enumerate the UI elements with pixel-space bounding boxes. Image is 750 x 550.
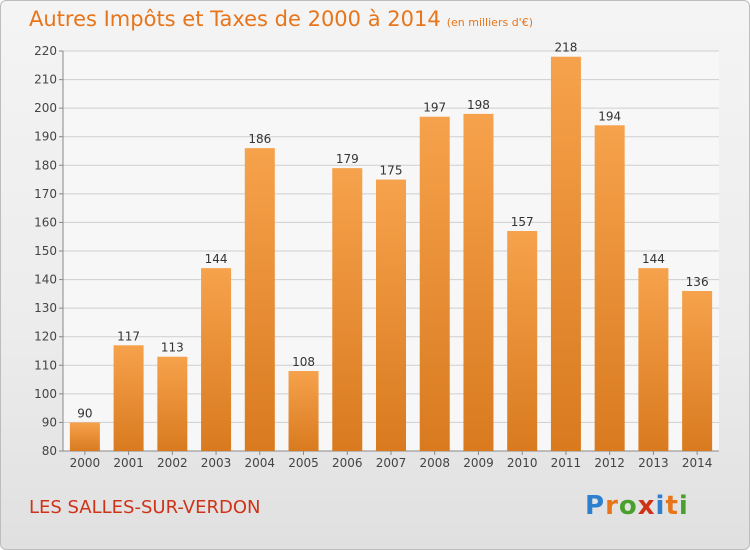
bar-value-label: 179 xyxy=(336,152,359,166)
proxiti-logo: Proxiti xyxy=(585,491,689,521)
chart-title-text: Autres Impôts et Taxes de 2000 à 2014 xyxy=(29,7,441,31)
bar xyxy=(550,56,581,451)
x-tick-label: 2007 xyxy=(376,456,407,470)
bar xyxy=(419,116,450,451)
y-tick-label: 110 xyxy=(34,358,57,372)
bar xyxy=(201,268,232,451)
x-tick-label: 2012 xyxy=(594,456,625,470)
y-tick-label: 90 xyxy=(42,415,57,429)
x-tick-label: 2014 xyxy=(682,456,713,470)
y-tick-label: 140 xyxy=(34,273,57,287)
y-tick-label: 100 xyxy=(34,387,57,401)
bar xyxy=(69,422,100,451)
x-tick-label: 2005 xyxy=(288,456,319,470)
x-tick-label: 2011 xyxy=(551,456,582,470)
chart-title: Autres Impôts et Taxes de 2000 à 2014 (en… xyxy=(29,7,533,31)
logo-letter: o xyxy=(618,491,638,521)
bar-value-label: 117 xyxy=(117,329,140,343)
y-tick-label: 170 xyxy=(34,187,57,201)
bar-value-label: 198 xyxy=(467,98,490,112)
y-tick-label: 220 xyxy=(34,44,57,58)
bar-value-label: 144 xyxy=(205,252,228,266)
bar-value-label: 218 xyxy=(554,41,577,55)
x-tick-label: 2004 xyxy=(245,456,276,470)
logo-letter: i xyxy=(678,491,689,521)
bar-value-label: 113 xyxy=(161,341,184,355)
bar xyxy=(157,356,188,451)
bar xyxy=(244,148,275,451)
bar-value-label: 108 xyxy=(292,355,315,369)
bar xyxy=(376,179,406,452)
x-tick-label: 2013 xyxy=(638,456,669,470)
chart-subtitle: (en milliers d'€) xyxy=(446,16,533,29)
y-tick-label: 160 xyxy=(34,215,57,229)
bar xyxy=(594,125,625,452)
x-tick-label: 2008 xyxy=(419,456,450,470)
place-name: LES SALLES-SUR-VERDON xyxy=(29,497,261,518)
x-tick-label: 2003 xyxy=(201,456,232,470)
bar-value-label: 186 xyxy=(248,132,271,146)
logo-letter: x xyxy=(637,491,656,521)
logo-letter: i xyxy=(655,491,666,521)
y-tick-label: 130 xyxy=(34,301,57,315)
bar xyxy=(507,231,538,451)
y-tick-label: 180 xyxy=(34,158,57,172)
y-tick-label: 210 xyxy=(34,73,57,87)
y-tick-label: 190 xyxy=(34,130,57,144)
x-tick-label: 2000 xyxy=(70,456,101,470)
x-tick-label: 2010 xyxy=(507,456,538,470)
bar-value-label: 175 xyxy=(380,164,403,178)
x-tick-label: 2009 xyxy=(463,456,494,470)
logo-letter: r xyxy=(605,491,619,521)
bar-value-label: 90 xyxy=(77,406,92,420)
x-tick-label: 2006 xyxy=(332,456,363,470)
bar-value-label: 144 xyxy=(642,252,665,266)
logo-letter: P xyxy=(585,491,606,521)
bar-value-label: 197 xyxy=(423,101,446,115)
bar xyxy=(463,113,494,451)
y-tick-label: 120 xyxy=(34,330,57,344)
bar xyxy=(638,268,669,451)
bar xyxy=(682,291,713,451)
bar-value-label: 157 xyxy=(511,215,534,229)
logo-letter: t xyxy=(665,491,679,521)
x-tick-label: 2002 xyxy=(157,456,188,470)
bar xyxy=(332,168,363,451)
x-tick-label: 2001 xyxy=(113,456,144,470)
bar xyxy=(113,345,144,451)
y-tick-label: 80 xyxy=(42,444,57,458)
y-tick-label: 150 xyxy=(34,244,57,258)
y-tick-label: 200 xyxy=(34,101,57,115)
bar-value-label: 136 xyxy=(686,275,709,289)
bar-value-label: 194 xyxy=(598,109,621,123)
bar xyxy=(288,371,319,451)
